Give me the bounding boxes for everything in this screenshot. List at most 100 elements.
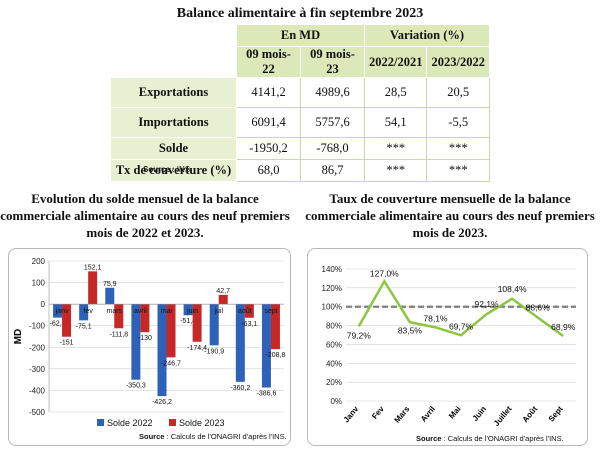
table-cell: 20,5 xyxy=(426,77,490,108)
legend-label: Solde 2023 xyxy=(179,418,225,428)
y-tick-label: 0 xyxy=(41,300,46,309)
data-label: -62,4 xyxy=(50,321,66,328)
y-tick-label: -300 xyxy=(29,365,46,374)
chart2-title: Taux de couverture mensuelle de la balan… xyxy=(305,191,595,240)
data-label: 42,7 xyxy=(216,288,230,295)
chart-source: Source : Calculs de l'ONAGRI d'après l'I… xyxy=(416,434,564,443)
category-label: avril xyxy=(134,308,147,315)
bar xyxy=(114,304,124,329)
y-tick-label: 140% xyxy=(322,265,342,274)
legend-swatch xyxy=(97,419,104,426)
y-tick-label: 100 xyxy=(32,279,46,288)
table-cell: 54,1 xyxy=(363,107,428,138)
chart1-title: Evolution du solde mensuel de la balance… xyxy=(0,191,290,240)
table-row: Importations 6091,4 5757,6 54,1 -5,5 xyxy=(110,107,490,138)
coverage-line-chart: 140% 120% 100% 80% 60% 40% 20% 0% 79,2% 127,0% 83,… xyxy=(322,265,576,443)
table-cell: 28,5 xyxy=(363,77,428,108)
bar xyxy=(53,304,63,318)
table-cell: *** xyxy=(363,137,428,160)
category-label: Mars xyxy=(393,404,412,425)
data-label: 69,7% xyxy=(449,321,474,331)
y-tick-label: -100 xyxy=(29,322,46,331)
corner-cell xyxy=(111,47,237,78)
data-label: 88,6% xyxy=(526,302,551,312)
bar xyxy=(62,304,72,337)
bar xyxy=(166,304,176,358)
data-label: 75,9 xyxy=(103,281,117,288)
table-cell: 68,0 xyxy=(236,159,301,182)
y-tick-label: -500 xyxy=(29,408,46,417)
data-label: -130 xyxy=(138,335,152,342)
col-header: 09 mois-23 xyxy=(300,46,365,78)
category-label: Janv xyxy=(342,404,361,424)
data-label: -174,4 xyxy=(187,345,207,352)
category-label: fév xyxy=(83,308,93,315)
data-label: 152,1 xyxy=(84,264,102,271)
bar xyxy=(183,304,193,316)
bar xyxy=(79,304,89,321)
category-label: Juin xyxy=(471,404,489,422)
coverage-line xyxy=(357,278,564,338)
corner-cell xyxy=(111,25,237,47)
data-label: 68,9% xyxy=(551,322,576,332)
data-label: 83,5% xyxy=(398,325,423,335)
category-label: Avril xyxy=(419,405,437,424)
table-title: Balance alimentaire à fin septembre 2023 xyxy=(176,6,424,21)
col-header: 2022/2021 xyxy=(363,46,428,78)
category-label: sept xyxy=(264,308,277,315)
data-label: -386,6 xyxy=(257,391,277,398)
table-cell: 4989,6 xyxy=(300,77,365,108)
col-header: 09 mois-22 xyxy=(236,46,301,78)
bar xyxy=(270,304,280,350)
table-row: Tx de couverture (%) 68,0 86,7 *** *** xyxy=(110,159,490,182)
row-label: Solde xyxy=(110,137,237,160)
data-label: 79,2% xyxy=(347,330,372,340)
category-label: mai xyxy=(161,308,173,315)
data-label: -63,1 xyxy=(241,321,257,328)
balance-table: En MD Variation (%) 09 mois-22 09 mois-2… xyxy=(110,24,490,182)
data-label: -208,8 xyxy=(266,352,286,359)
table-cell: -1950,2 xyxy=(236,137,301,160)
bar xyxy=(261,304,271,388)
table-cell: *** xyxy=(426,137,490,160)
category-label: Août xyxy=(521,404,540,424)
category-label: mars xyxy=(106,308,122,315)
col-header: 2023/2022 xyxy=(426,46,490,78)
legend-label: Solde 2022 xyxy=(107,418,153,428)
y-tick-label: -200 xyxy=(29,343,46,352)
y-axis-label: MD xyxy=(13,329,24,345)
row-label: Tx de couverture (%) xyxy=(110,159,237,182)
group-md: En MD xyxy=(236,24,365,47)
data-label: -51,4 xyxy=(180,318,196,325)
data-label: 78,1% xyxy=(423,313,448,323)
y-tick-label: 120% xyxy=(322,284,342,293)
y-tick-label: 80% xyxy=(326,322,342,331)
row-label: Importations xyxy=(110,107,237,138)
y-tick-label: 40% xyxy=(326,359,342,368)
category-label: Fev xyxy=(370,404,386,421)
category-label: juil xyxy=(213,308,223,315)
table-cell: 6091,4 xyxy=(236,107,301,138)
legend-swatch xyxy=(169,419,176,426)
table-cell: 4141,2 xyxy=(236,77,301,108)
data-label: -151 xyxy=(60,340,74,347)
bar xyxy=(192,304,202,342)
category-label: août xyxy=(238,308,252,315)
y-tick-label: 100% xyxy=(322,303,342,312)
bar xyxy=(218,294,228,305)
bar xyxy=(88,271,98,305)
bar xyxy=(140,304,150,333)
bar xyxy=(244,304,254,318)
y-tick-label: 0% xyxy=(330,397,342,406)
bar xyxy=(235,304,245,382)
table-row: Exportations 4141,2 4989,6 28,5 20,5 xyxy=(110,77,490,108)
y-tick-label: 20% xyxy=(326,378,342,387)
source-text: : INS. xyxy=(170,165,193,174)
table-cell: *** xyxy=(426,159,490,182)
data-label: 92,1% xyxy=(475,299,500,309)
category-label: Sept xyxy=(547,404,565,423)
group-variation: Variation (%) xyxy=(364,24,490,47)
y-tick-label: 60% xyxy=(326,340,342,349)
category-label: Mai xyxy=(447,405,462,421)
data-label: -190,9 xyxy=(204,348,224,355)
